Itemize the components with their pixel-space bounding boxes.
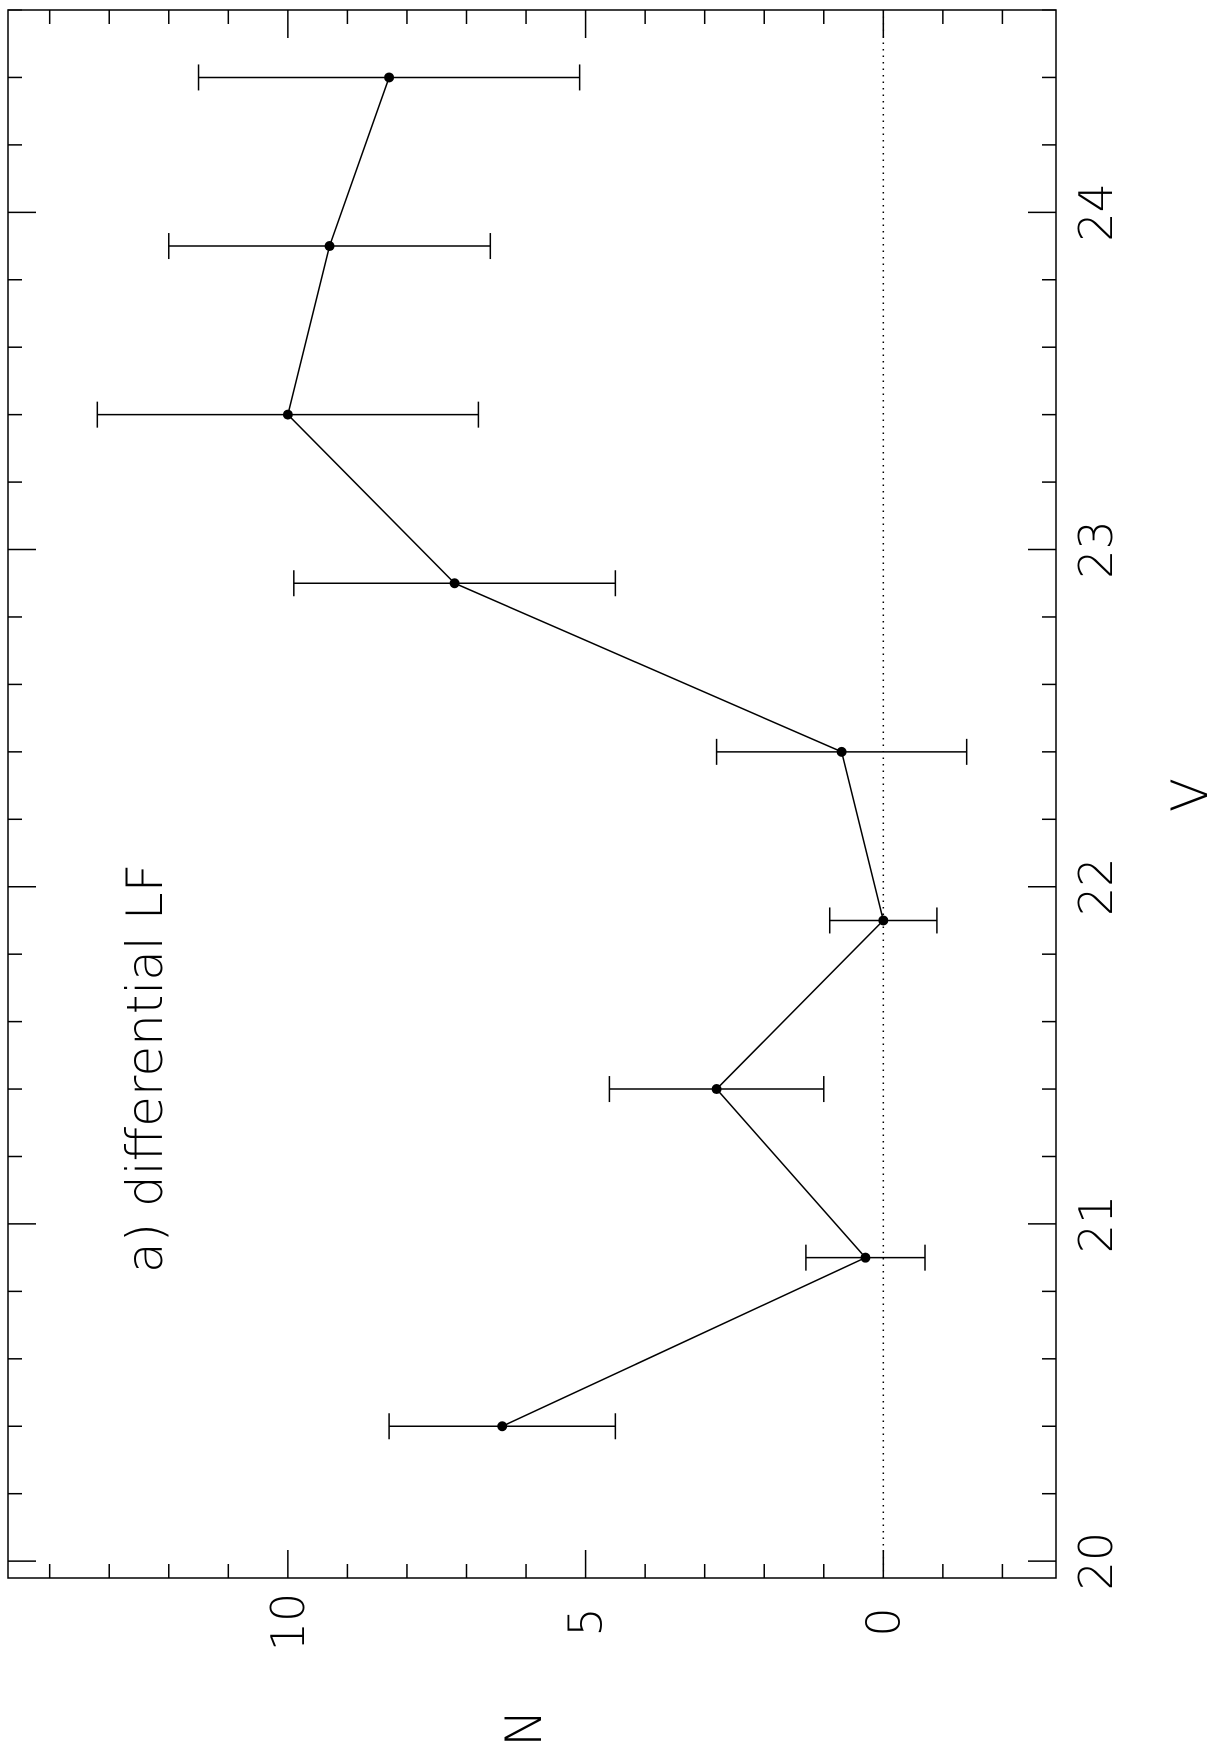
x-tick-label: 22	[1069, 857, 1123, 916]
minor-ticks	[8, 9, 1056, 1578]
data-point	[711, 1084, 722, 1095]
major-ticks	[8, 10, 1056, 1578]
y-axis-label: N	[495, 1709, 553, 1746]
data-point	[324, 241, 335, 252]
data-point	[384, 72, 395, 83]
tick-labels: 20 21 22 23 24 0 5 10	[261, 183, 1123, 1651]
data-point	[449, 578, 460, 589]
data-point	[282, 409, 293, 420]
data-point	[497, 1421, 508, 1432]
data-point	[878, 915, 889, 926]
x-axis-label: V	[1161, 778, 1219, 812]
x-tick-label: 24	[1069, 183, 1123, 242]
y-tick-label: 5	[559, 1607, 613, 1636]
x-tick-label: 23	[1069, 520, 1123, 579]
y-tick-label: 0	[856, 1607, 910, 1636]
data-point	[860, 1252, 871, 1263]
data-point	[836, 746, 847, 757]
x-tick-label: 21	[1069, 1195, 1123, 1254]
series-layer	[96, 64, 968, 1440]
plot-frame	[7, 9, 1057, 1579]
chart-annotation: a) differential LF	[116, 864, 174, 1273]
x-tick-label: 20	[1069, 1532, 1123, 1591]
y-tick-label: 10	[261, 1593, 315, 1652]
